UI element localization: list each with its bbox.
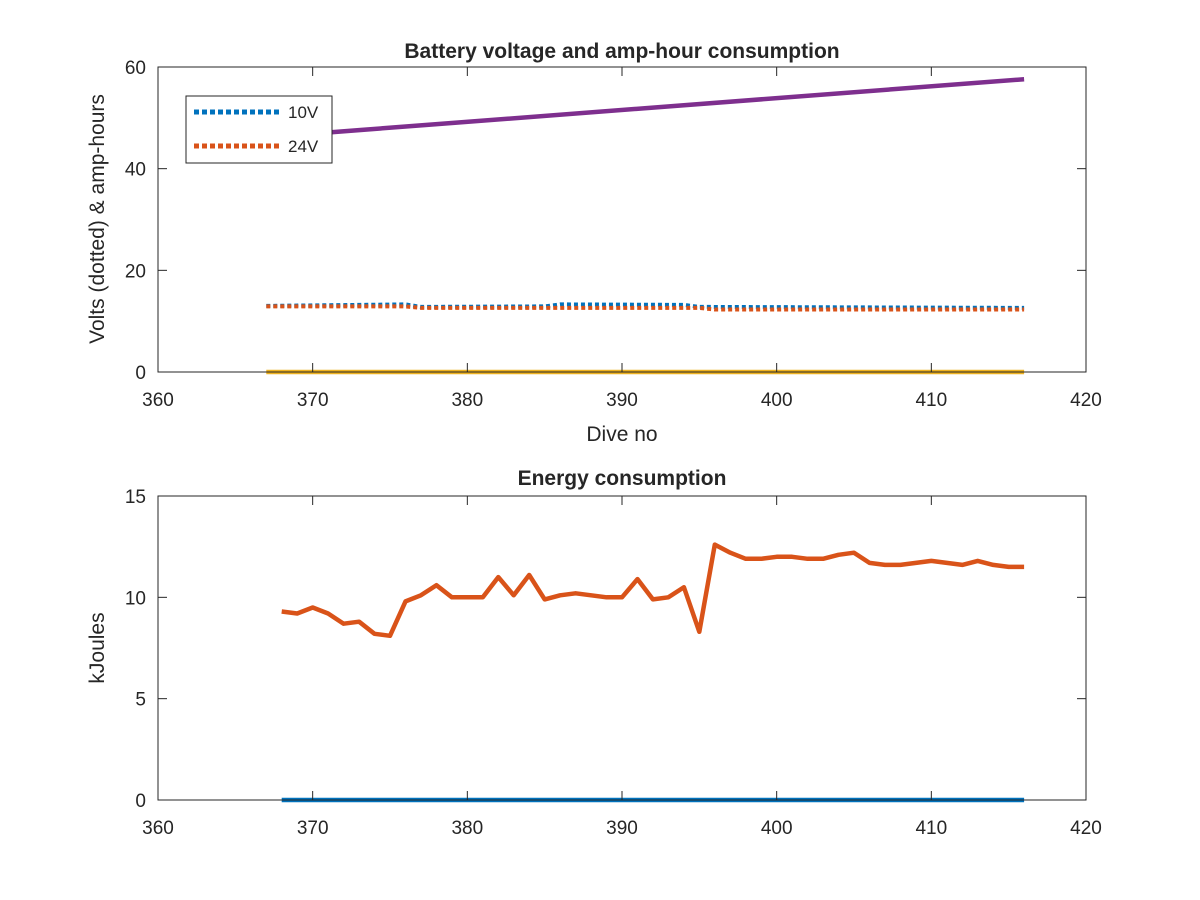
energy-y-tick-label: 5 [135,690,146,711]
battery-x-tick-label: 420 [1070,390,1102,411]
battery-x-tick-label: 390 [606,390,638,411]
energy-x-tick-label: 400 [761,818,793,839]
energy-y-tick-label: 10 [125,588,146,609]
energy-x-tick-label: 390 [606,818,638,839]
legend-box [185,95,333,164]
battery-y-tick-label: 0 [135,363,146,384]
battery-series-line-1 [266,304,1025,312]
battery-x-tick-label: 400 [761,390,793,411]
energy-y-axis-label: kJoules [86,612,109,683]
battery-legend: 10V 24V [185,95,333,164]
energy-chart-title: Energy consumption [518,467,727,490]
energy-x-tick-label: 410 [915,818,947,839]
energy-plot-area [158,496,1086,800]
battery-x-tick-label: 360 [142,390,174,411]
battery-series-line-3 [266,76,1025,140]
energy-chart: Energy consumption kJoules 360 370 380 390 4… [86,467,1102,839]
energy-x-tick-label: 420 [1070,818,1102,839]
battery-x-axis-label: Dive no [586,423,657,446]
battery-y-axis-label: Volts (dotted) & amp-hours [86,94,109,344]
battery-x-tick-label: 370 [297,390,329,411]
battery-axes: 360 370 380 390 400 410 420 0 20 40 60 [125,58,1102,411]
battery-y-tick-label: 60 [125,58,146,79]
energy-axes: 360 370 380 390 400 410 420 0 5 10 15 [125,487,1102,839]
energy-y-tick-label: 15 [125,487,146,508]
energy-series-line-1 [281,542,1025,639]
energy-y-tick-label: 0 [135,791,146,812]
legend-label-10v: 10V [288,103,319,122]
battery-y-tick-label: 40 [125,160,146,181]
legend-label-24v: 24V [288,137,319,156]
energy-x-tick-label: 370 [297,818,329,839]
energy-x-tick-label: 380 [451,818,483,839]
battery-chart: Battery voltage and amp-hour consumption… [86,40,1102,446]
battery-y-tick-label: 20 [125,261,146,282]
energy-x-tick-label: 360 [142,818,174,839]
battery-x-tick-label: 380 [451,390,483,411]
battery-x-tick-label: 410 [915,390,947,411]
battery-chart-title: Battery voltage and amp-hour consumption [404,40,839,63]
